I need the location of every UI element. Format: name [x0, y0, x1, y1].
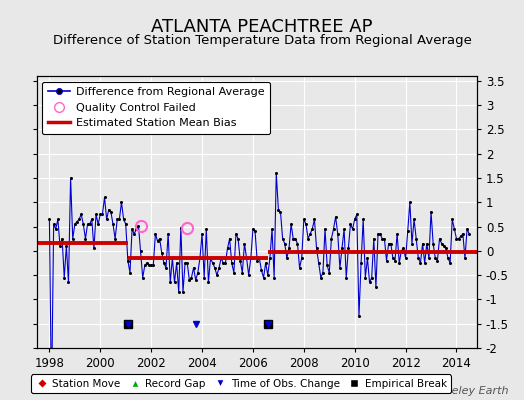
Text: Berkeley Earth: Berkeley Earth — [426, 386, 508, 396]
Legend: Station Move, Record Gap, Time of Obs. Change, Empirical Break: Station Move, Record Gap, Time of Obs. C… — [31, 374, 451, 393]
Text: ATLANTA PEACHTREE AP: ATLANTA PEACHTREE AP — [151, 18, 373, 36]
Y-axis label: Monthly Temperature Anomaly Difference (°C): Monthly Temperature Anomaly Difference (… — [523, 83, 524, 341]
Legend: Difference from Regional Average, Quality Control Failed, Estimated Station Mean: Difference from Regional Average, Qualit… — [42, 82, 270, 134]
Text: Difference of Station Temperature Data from Regional Average: Difference of Station Temperature Data f… — [52, 34, 472, 47]
